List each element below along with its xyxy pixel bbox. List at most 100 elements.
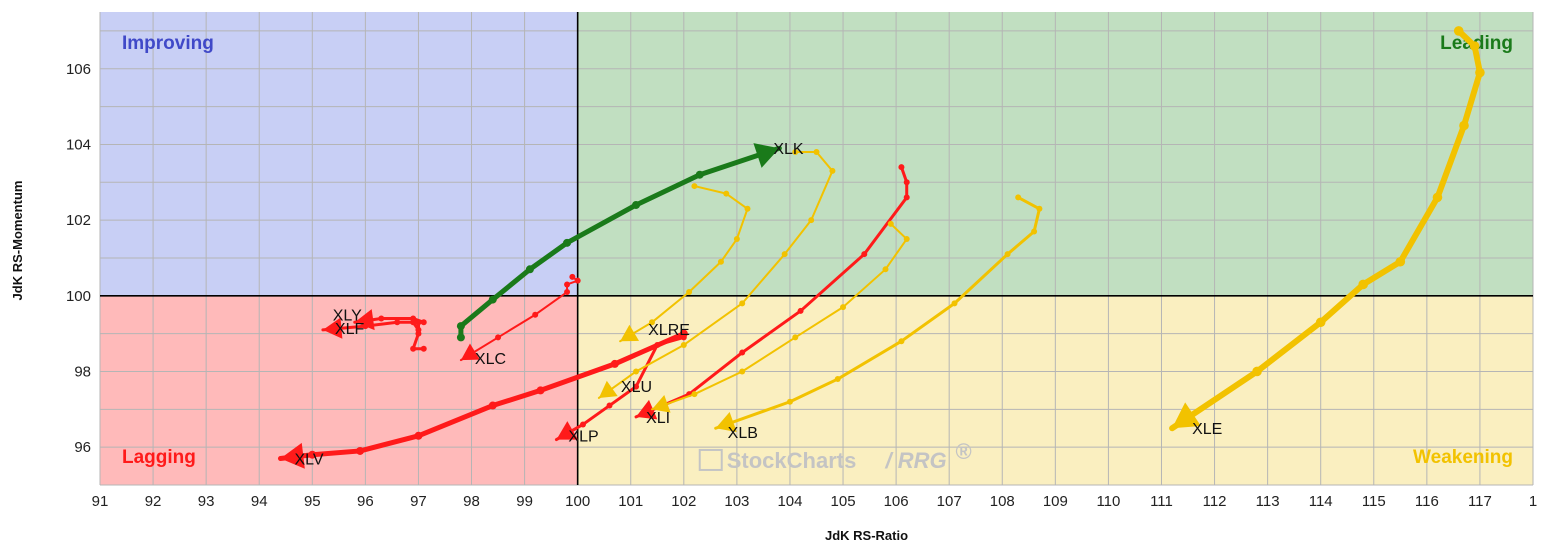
tail-point bbox=[1031, 228, 1038, 235]
tail-point bbox=[744, 205, 751, 212]
symbol-label-xlk: XLK bbox=[773, 141, 804, 158]
x-tick-label: 115 bbox=[1362, 493, 1386, 510]
x-tick-label: 91 bbox=[92, 493, 109, 510]
tail-point bbox=[691, 391, 698, 398]
tail-arrow-head bbox=[620, 324, 640, 342]
tail-point bbox=[378, 315, 385, 322]
tail-point bbox=[1036, 205, 1043, 212]
tail-point bbox=[410, 345, 417, 352]
tail-point bbox=[840, 304, 847, 311]
tail-point bbox=[632, 200, 641, 209]
tail-point bbox=[410, 319, 417, 326]
symbol-label-xle: XLE bbox=[1192, 421, 1222, 438]
tail-point bbox=[882, 266, 889, 273]
tail-point bbox=[680, 341, 687, 348]
tail-point bbox=[394, 319, 401, 326]
tail-point bbox=[829, 167, 836, 174]
x-tick-label: 109 bbox=[1043, 493, 1068, 510]
tail-xlf bbox=[321, 317, 422, 339]
tail-point bbox=[633, 368, 640, 375]
tail-line bbox=[619, 185, 749, 343]
tail-point bbox=[1015, 194, 1022, 201]
tail-point bbox=[1453, 26, 1464, 36]
x-tick-label: 1 bbox=[1529, 493, 1537, 510]
x-tick-label: 97 bbox=[410, 493, 427, 510]
x-tick-label: 117 bbox=[1468, 493, 1492, 510]
x-tick-label: 106 bbox=[884, 493, 909, 510]
tail-xlb2 bbox=[714, 194, 1043, 432]
tail-point bbox=[808, 217, 815, 224]
x-tick-label: 103 bbox=[724, 493, 749, 510]
tail-arrow-head bbox=[280, 442, 305, 469]
tail-xlb bbox=[650, 220, 910, 413]
x-tick-label: 98 bbox=[463, 493, 480, 510]
grid-lines bbox=[99, 12, 1534, 486]
x-tick-label: 93 bbox=[198, 493, 215, 510]
x-axis-title: JdK RS-Ratio bbox=[825, 528, 908, 543]
tail-xlp bbox=[554, 334, 687, 442]
tail-xlv bbox=[277, 329, 688, 469]
tail-point bbox=[781, 251, 788, 258]
tail-point bbox=[362, 323, 369, 330]
x-tick-label: 96 bbox=[357, 493, 374, 510]
rotation-tails bbox=[277, 26, 1485, 469]
x-tick-label: 100 bbox=[565, 493, 590, 510]
symbol-label-xlv: XLV bbox=[294, 452, 323, 469]
y-tick-label: 102 bbox=[66, 212, 91, 229]
tail-point bbox=[563, 238, 572, 247]
tail-point bbox=[1358, 279, 1368, 290]
tail-point bbox=[654, 341, 661, 348]
watermark-product: / RRG bbox=[884, 448, 946, 473]
tail-point bbox=[574, 277, 581, 284]
tail-point bbox=[420, 345, 427, 352]
tail-point bbox=[579, 421, 586, 428]
tail-point bbox=[356, 446, 365, 455]
tail-point bbox=[898, 338, 905, 345]
tail-arrow-head bbox=[322, 317, 343, 339]
quadrant-label-lagging: Lagging bbox=[122, 447, 196, 468]
tail-point bbox=[695, 170, 704, 179]
symbol-label-xlu: XLU bbox=[621, 379, 652, 396]
tail-point bbox=[739, 368, 746, 375]
tail-line bbox=[650, 222, 908, 411]
tail-point bbox=[495, 334, 502, 341]
tail-point bbox=[1004, 251, 1011, 258]
tail-xlu bbox=[597, 149, 836, 399]
tail-xli bbox=[634, 164, 910, 420]
tail-point bbox=[739, 300, 746, 307]
tail-point bbox=[532, 311, 539, 318]
tail-arrow-head bbox=[715, 412, 737, 432]
tail-line bbox=[458, 145, 782, 340]
stockcharts-logo-icon bbox=[698, 448, 723, 471]
x-tick-label: 113 bbox=[1256, 493, 1280, 510]
x-tick-labels: 91 92 93 94 95 96 97 98 99 100 101 102 103 104 105 106 1… bbox=[92, 493, 1538, 510]
tail-point bbox=[1469, 41, 1480, 51]
tail-point bbox=[1252, 366, 1262, 377]
tail-point bbox=[525, 265, 534, 274]
stockcharts-watermark: StockCharts / RRG ® bbox=[698, 439, 972, 473]
tail-point bbox=[456, 333, 465, 342]
tail-point bbox=[488, 401, 497, 410]
tail-point bbox=[903, 194, 910, 201]
tail-xle bbox=[1169, 26, 1485, 432]
watermark-mark: ® bbox=[955, 439, 971, 464]
tail-point bbox=[861, 251, 868, 258]
y-tick-labels: 96 98 100 102 104 106 bbox=[66, 61, 91, 456]
x-tick-label: 102 bbox=[671, 493, 696, 510]
symbol-label-xlc: XLC bbox=[475, 351, 506, 368]
tail-point bbox=[797, 307, 804, 314]
x-tick-label: 105 bbox=[831, 493, 856, 510]
tail-point bbox=[569, 273, 576, 280]
tail-point bbox=[420, 319, 427, 326]
tail-point bbox=[898, 164, 905, 171]
x-tick-label: 99 bbox=[516, 493, 533, 510]
symbol-label-xli: XLI bbox=[646, 410, 670, 427]
y-tick-label: 96 bbox=[74, 439, 91, 456]
tail-arrow-head bbox=[556, 421, 578, 440]
tail-arrow-head bbox=[651, 394, 671, 413]
tail-point bbox=[733, 236, 740, 243]
tail-point bbox=[887, 220, 894, 227]
tail-point bbox=[691, 183, 698, 190]
x-tick-label: 94 bbox=[251, 493, 268, 510]
